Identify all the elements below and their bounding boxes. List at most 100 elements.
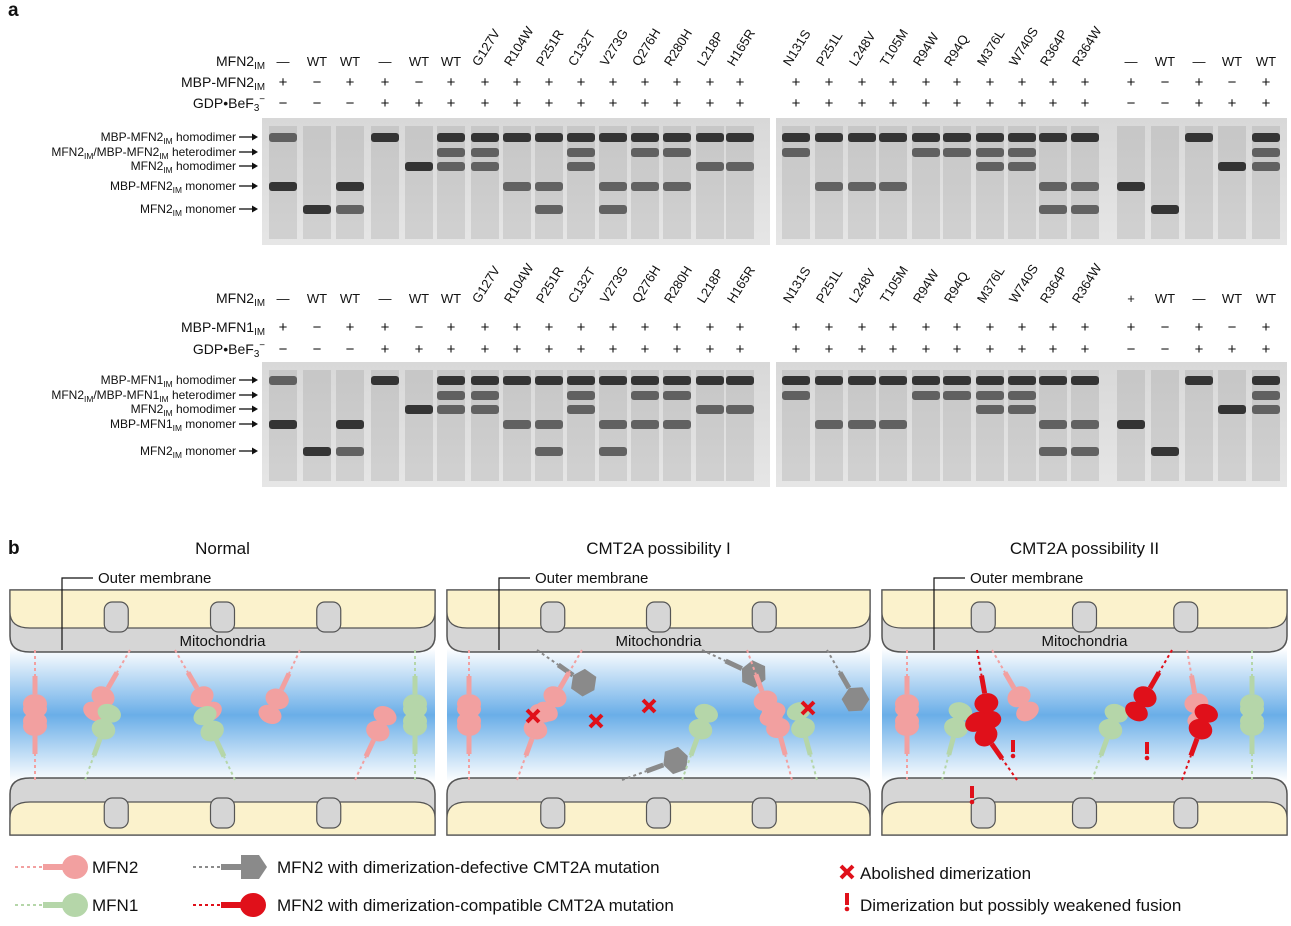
lane-sign: + — [609, 319, 618, 336]
lane-sign: + — [922, 341, 931, 358]
label-part: MFN2 — [51, 388, 84, 402]
gel-band — [912, 148, 940, 157]
row-label: GDP•BeF3− — [193, 340, 265, 360]
gel-band — [912, 133, 940, 142]
lane-label: L218P — [694, 29, 727, 69]
crista — [104, 602, 128, 632]
label-part: IM — [173, 208, 182, 218]
gel-band — [879, 420, 907, 429]
gel-band — [1117, 420, 1145, 429]
gel-band — [437, 405, 465, 414]
lane-label: WT — [1222, 54, 1242, 69]
lane-sign: + — [609, 341, 618, 358]
gel-band — [1252, 148, 1280, 157]
lane-sign: + — [986, 74, 995, 91]
gel-band — [1218, 405, 1246, 414]
outer-membrane-label: Outer membrane — [970, 570, 1083, 587]
gel-band — [336, 182, 364, 191]
gel-band — [631, 182, 659, 191]
lane-sign: + — [825, 74, 834, 91]
gel-band — [437, 376, 465, 385]
lane-sign: + — [447, 319, 456, 336]
gel-band — [503, 376, 531, 385]
lane-sign: + — [986, 319, 995, 336]
gel-band — [1151, 447, 1179, 456]
panel-title: CMT2A possibility I — [586, 539, 731, 558]
gel-band — [405, 162, 433, 171]
gel-band — [405, 405, 433, 414]
label-part: IM — [254, 61, 265, 72]
gel-band — [471, 148, 499, 157]
label-part: heterodimer — [169, 145, 236, 159]
lane-sign: + — [706, 341, 715, 358]
protein-head — [23, 700, 47, 718]
gel-band — [567, 133, 595, 142]
lane-smear — [405, 370, 433, 481]
gel-band — [1252, 376, 1280, 385]
intermembrane — [10, 648, 435, 782]
lane-sign: + — [577, 74, 586, 91]
lane-label: R364P — [1037, 264, 1071, 306]
crista — [1174, 798, 1198, 828]
lane-label: WT — [307, 291, 327, 306]
lane-sign: − — [415, 319, 424, 336]
crista — [541, 602, 565, 632]
weakened-mark — [1145, 742, 1149, 754]
lane-sign: − — [313, 319, 322, 336]
gel-band — [726, 133, 754, 142]
gel-band — [535, 205, 563, 214]
lane-sign: + — [641, 319, 650, 336]
label-part: /MBP-MFN1 — [93, 388, 159, 402]
gel-band — [943, 376, 971, 385]
label-part: monomer — [182, 179, 236, 193]
lane-sign: + — [1262, 341, 1271, 358]
band-label: MBP-MFN1IM homodimer — [101, 373, 236, 389]
figure: a b MFN2IMMBP-MFN2IMGDP•BeF3−—+−WT−−WT+−… — [0, 0, 1291, 921]
gel-band — [815, 182, 843, 191]
panel-label: a — [8, 0, 19, 21]
gel-band — [663, 391, 691, 400]
label-part: MFN2 — [140, 444, 173, 458]
gel-band — [471, 391, 499, 400]
lane-sign: + — [792, 319, 801, 336]
gel-band — [631, 133, 659, 142]
lane-label: WT — [340, 291, 360, 306]
lane-sign: − — [1127, 95, 1136, 112]
label-part: IM — [163, 165, 172, 175]
crista — [971, 798, 995, 828]
outer-membrane-label: Outer membrane — [535, 570, 648, 587]
gel-band — [976, 148, 1004, 157]
gel-band — [943, 133, 971, 142]
label-part: /MBP-MFN2 — [93, 145, 159, 159]
gel-band — [1071, 376, 1099, 385]
lane-smear — [1185, 370, 1213, 481]
gel-band — [471, 376, 499, 385]
label-part: MFN2 — [51, 145, 84, 159]
lane-smear — [726, 370, 754, 481]
lane-sign: + — [889, 95, 898, 112]
gel-band — [631, 420, 659, 429]
lane-sign: + — [858, 95, 867, 112]
gel-band — [1071, 133, 1099, 142]
gel-band — [663, 182, 691, 191]
gel-band — [599, 205, 627, 214]
band-arrow-head — [252, 149, 258, 156]
lane-label: V273G — [597, 26, 631, 68]
lane-sign: − — [313, 74, 322, 91]
gel-band — [437, 162, 465, 171]
lane-smear — [471, 370, 499, 481]
lane-sign: + — [577, 95, 586, 112]
label-part: MBP-MFN2 — [101, 130, 164, 144]
band-label: MFN2IM homodimer — [131, 159, 236, 175]
lane-smear — [471, 126, 499, 239]
gel-band — [1039, 376, 1067, 385]
lane-sign: + — [953, 319, 962, 336]
lane-smear — [912, 126, 940, 239]
gel-band — [815, 376, 843, 385]
lane-sign: + — [706, 74, 715, 91]
lane-sign: − — [346, 95, 355, 112]
gel-band — [471, 405, 499, 414]
lane-smear — [726, 126, 754, 239]
lane-sign: + — [889, 341, 898, 358]
lane-sign: − — [1161, 319, 1170, 336]
